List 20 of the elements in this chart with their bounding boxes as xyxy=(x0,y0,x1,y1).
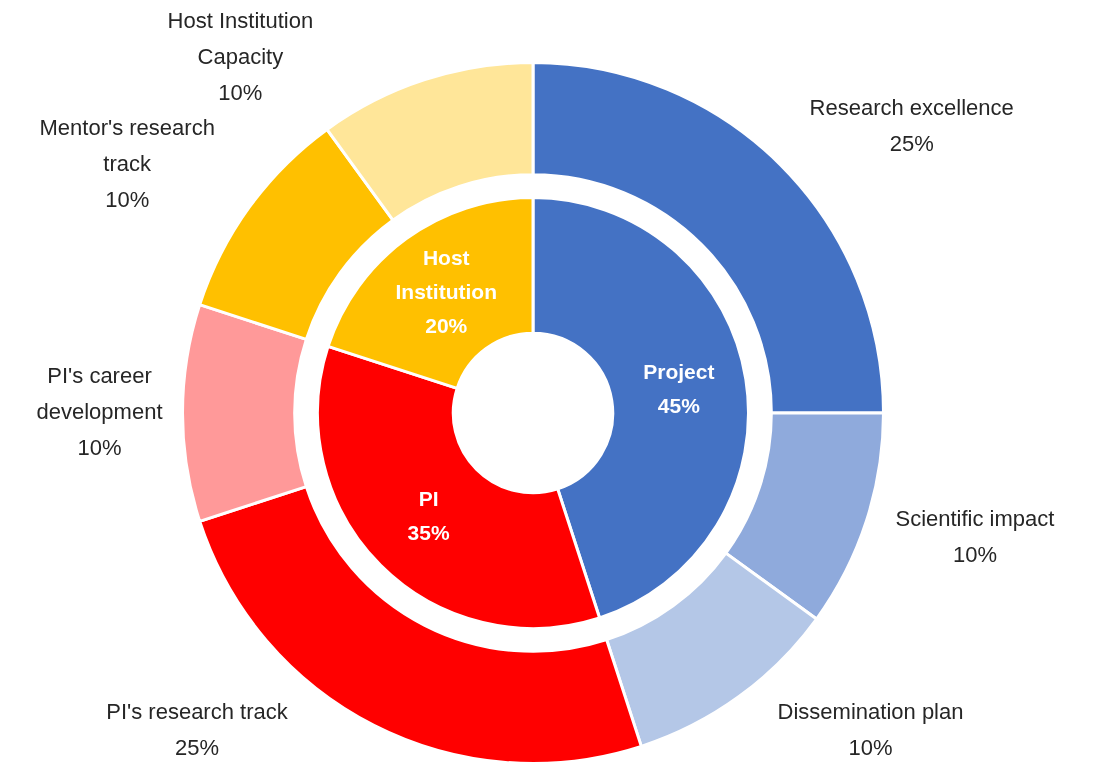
data-label: 25% xyxy=(889,131,934,157)
data-label: 45% xyxy=(657,393,701,417)
data-label: 20% xyxy=(425,314,468,338)
data-label: 10% xyxy=(218,80,263,106)
slice-label: Scientific impact xyxy=(895,506,1055,532)
slice-label: Mentor's research track xyxy=(39,114,215,176)
data-label: 25% xyxy=(174,735,219,761)
slice-label: PI's career development xyxy=(36,363,163,425)
slice-label: Dissemination plan xyxy=(777,699,964,725)
slice-label: PI xyxy=(418,487,439,511)
slice-label: Host Institution Capacity xyxy=(167,8,314,70)
data-label: 10% xyxy=(77,435,122,461)
slice-label: Host Institution xyxy=(395,246,497,304)
data-label: 10% xyxy=(105,186,150,212)
slice-label: PI's research track xyxy=(106,699,289,725)
slice-label: Research excellence xyxy=(809,95,1014,121)
data-label: 10% xyxy=(848,735,893,761)
data-label: 35% xyxy=(407,521,450,545)
data-label: 10% xyxy=(952,542,997,568)
slice-label: Project xyxy=(643,359,715,383)
